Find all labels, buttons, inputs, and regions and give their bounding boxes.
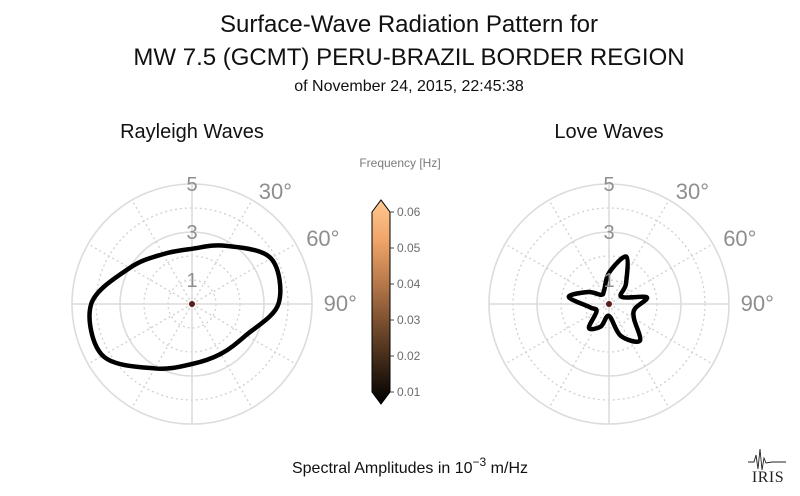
love-angle-label-60: 60° [723, 226, 756, 251]
colorbar-tick-label: 0.06 [397, 205, 421, 219]
rayleigh-center-marker [189, 301, 195, 307]
rayleigh-angle-label-90: 90° [324, 291, 357, 316]
colorbar-tick-label: 0.05 [397, 241, 421, 255]
rayleigh-grid-spoke-210 [131, 303, 193, 409]
love-angle-label-90: 90° [741, 291, 774, 316]
rayleigh-radial-tick-1: 1 [186, 270, 197, 292]
figure-subtitle: of November 24, 2015, 22:45:38 [294, 78, 524, 95]
love-angle-label-30: 30° [676, 179, 709, 204]
iris-logo: IRIS [748, 448, 786, 486]
colorbar-tick-label: 0.01 [397, 385, 421, 399]
love-radial-tick-1: 1 [603, 270, 614, 292]
rayleigh-radial-tick-5: 5 [186, 174, 197, 196]
units-caption-base: Spectral Amplitudes in 10 [292, 460, 473, 477]
love-grid-spoke-60 [608, 243, 714, 305]
rayleigh-polar-plot: Rayleigh Waves 1 3 5 30° 60° 90° [71, 121, 357, 425]
colorbar-tick-label: 0.02 [397, 349, 421, 363]
colorbar-label: Frequency [Hz] [359, 156, 440, 170]
love-grid-spoke-330 [548, 199, 610, 305]
love-polar-plot: Love Waves 1 3 5 30° 60° 90° [488, 121, 774, 425]
love-radiation-pattern [566, 254, 650, 344]
colorbar-tick-label: 0.04 [397, 277, 421, 291]
iris-logo-wordmark: IRIS [752, 469, 784, 486]
amplitude-units-caption: Spectral Amplitudes in 10−3 m/Hz [292, 455, 528, 477]
frequency-colorbar: Frequency [Hz] 0.06 0.05 0.04 0.03 0.02 0.01 [359, 156, 441, 405]
rayleigh-grid-spoke-120 [191, 303, 297, 365]
rayleigh-radiation-pattern [87, 243, 283, 371]
iris-logo-seismogram [748, 448, 786, 471]
rayleigh-angle-label-60: 60° [306, 226, 339, 251]
units-caption-unit: m/Hz [486, 460, 528, 477]
rayleigh-radial-tick-3: 3 [186, 222, 197, 244]
love-grid-spoke-240 [504, 303, 610, 365]
figure-title-line1: Surface-Wave Radiation Pattern for [220, 11, 598, 38]
rayleigh-angle-label-30: 30° [259, 179, 292, 204]
colorbar-gradient [371, 199, 391, 405]
love-grid-spoke-30 [608, 199, 670, 305]
love-center-marker [606, 301, 612, 307]
love-grid-spoke-150 [608, 303, 670, 409]
love-radial-tick-5: 5 [603, 174, 614, 196]
rayleigh-grid-spoke-30 [191, 199, 253, 305]
love-grid-spoke-210 [548, 303, 610, 409]
colorbar-tick-label: 0.03 [397, 313, 421, 327]
love-grid-spoke-120 [608, 303, 714, 365]
love-radial-tick-3: 3 [603, 222, 614, 244]
units-caption-exponent: −3 [473, 455, 487, 469]
rayleigh-panel-title: Rayleigh Waves [120, 121, 264, 143]
love-panel-title: Love Waves [554, 121, 663, 143]
figure-title-line2: MW 7.5 (GCMT) PERU-BRAZIL BORDER REGION [133, 44, 684, 71]
rayleigh-grid-spoke-150 [191, 303, 253, 409]
